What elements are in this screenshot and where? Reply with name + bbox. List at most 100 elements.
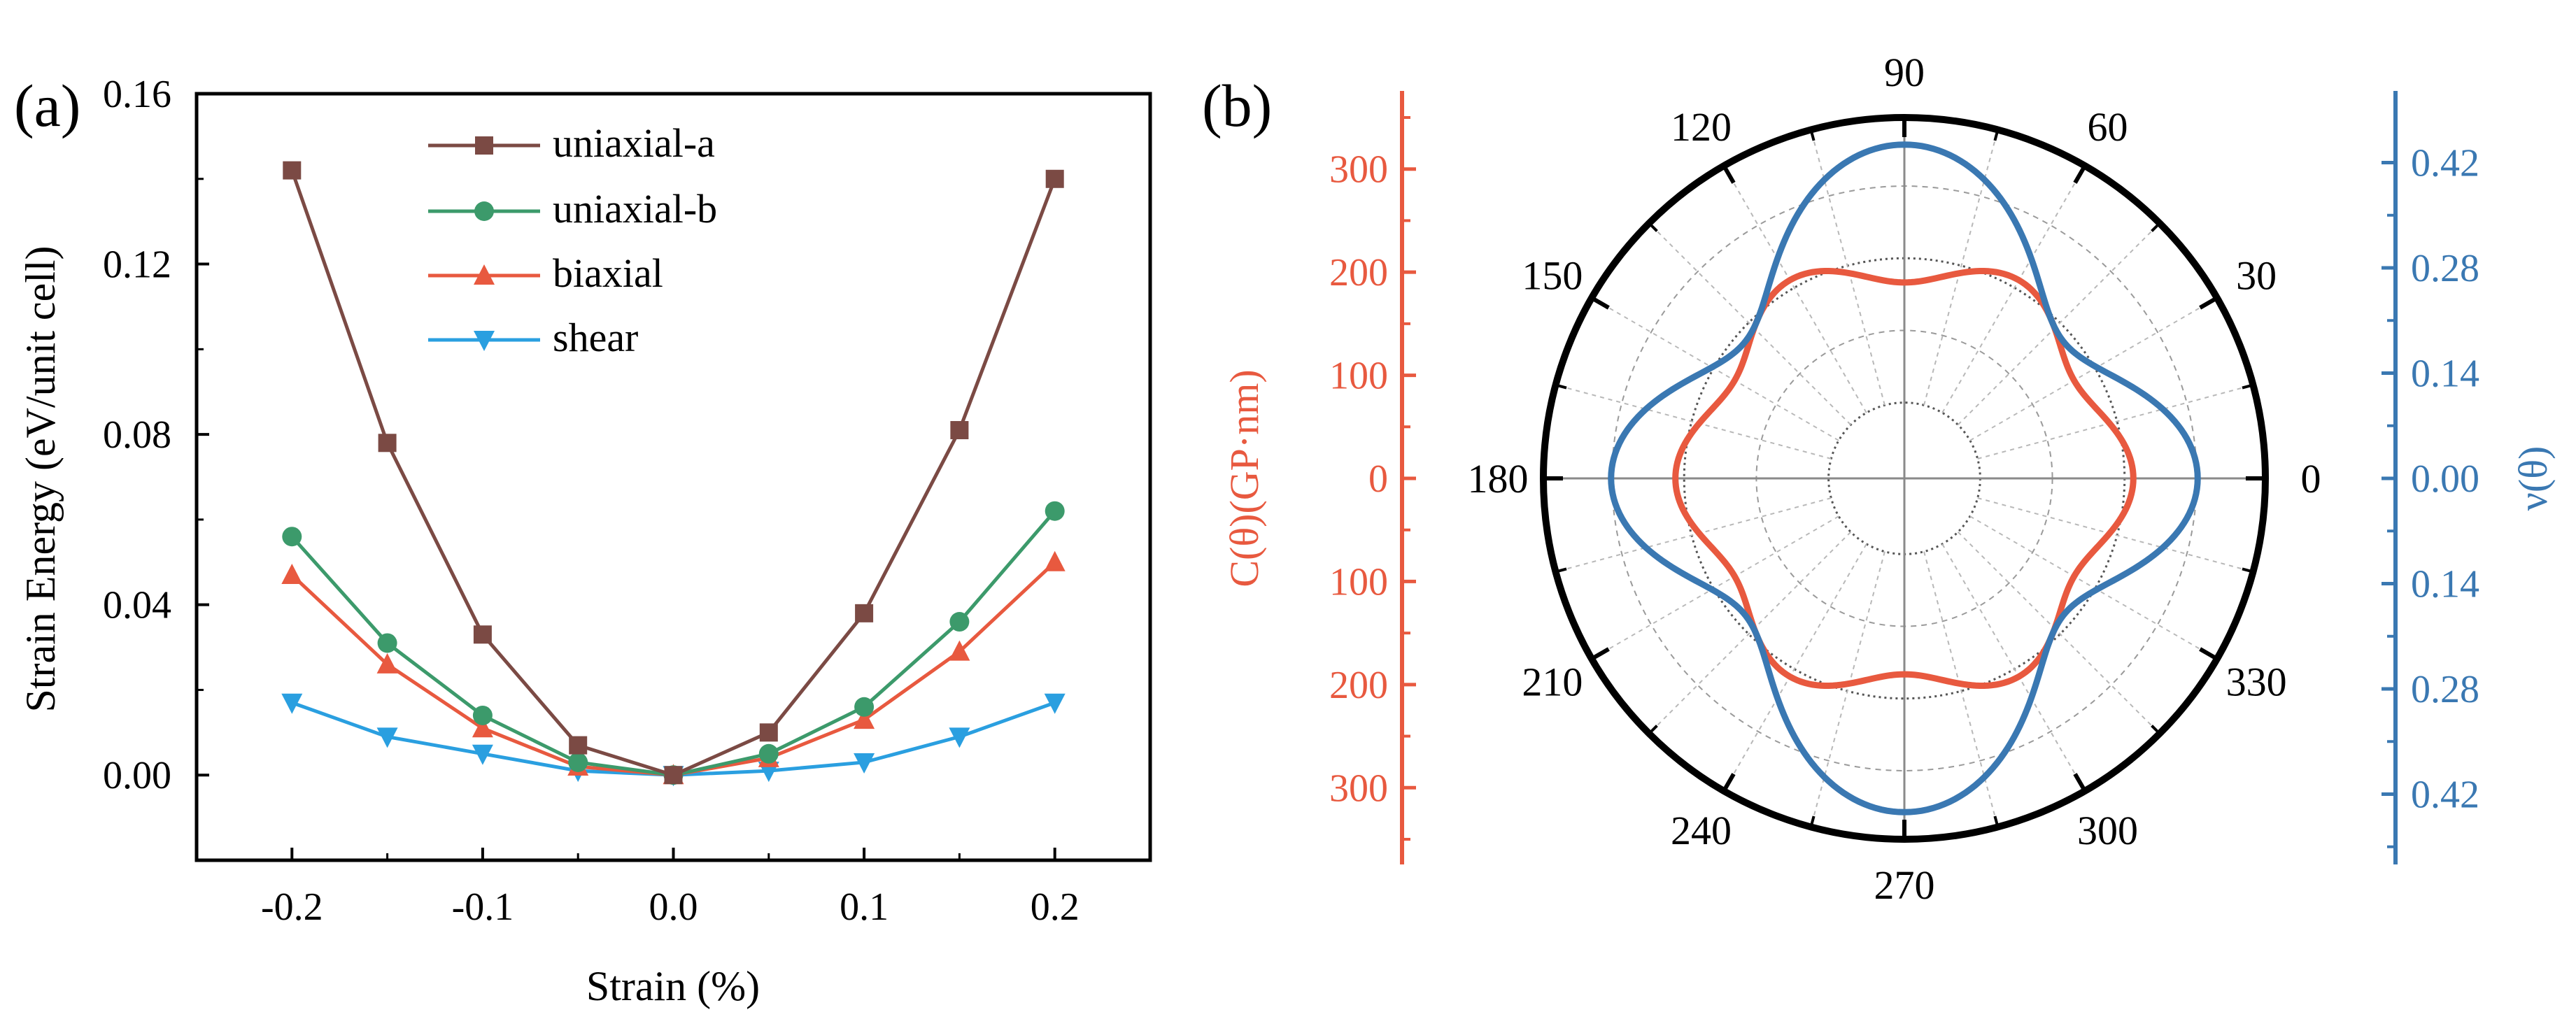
left-axis-tick-labels: 300 200 100 0 100 200 300 (1329, 148, 1388, 811)
panel-a-label: (a) (14, 72, 80, 139)
data-point-shear (281, 693, 303, 714)
polar-outer-tick (2151, 222, 2161, 232)
panel-a-x-tick-labels: -0.2 -0.1 0.0 0.1 0.2 (261, 885, 1080, 929)
data-point-uniaxial-a (283, 161, 302, 180)
left-tick-label: 200 (1329, 664, 1388, 707)
right-tick-label: 0.42 (2411, 774, 2479, 817)
polar-spoke (1977, 384, 2253, 459)
polar-outer-tick (1809, 129, 1816, 141)
angle-label-90: 90 (1884, 50, 1925, 95)
polar-spoke (1977, 497, 2253, 573)
panel-a-x-axis-title: Strain (%) (586, 963, 760, 1009)
data-point-uniaxial-b (854, 697, 875, 717)
left-tick-label: 0 (1368, 457, 1388, 501)
panel-a-y-axis-title: Strain Energy (eV/unit cell) (17, 245, 64, 712)
angle-label-30: 30 (2236, 253, 2277, 299)
left-tick-label: 100 (1329, 355, 1388, 398)
left-axis-title: C(θ)(GP·nm) (1222, 369, 1267, 587)
polar-spoke (1969, 297, 2218, 441)
right-tick-label: 0.42 (2411, 142, 2479, 185)
series-line-c-theta (1672, 268, 2137, 689)
panel-a-legend: uniaxial-a uniaxial-b biaxial shear (428, 120, 717, 360)
data-point-biaxial (1044, 550, 1066, 571)
left-tick-label: 300 (1329, 767, 1388, 810)
legend-label: uniaxial-b (553, 186, 717, 231)
angle-label-240: 240 (1671, 808, 1732, 853)
data-point-shear (1044, 693, 1066, 714)
data-point-uniaxial-a (759, 723, 778, 742)
left-axis-c: 300 200 100 0 100 200 300 C(θ)(GP·nm) (1222, 91, 1416, 864)
polar-outer-tick (1590, 296, 1610, 310)
angle-label-300: 300 (2077, 808, 2138, 853)
angle-label-180: 180 (1468, 456, 1529, 501)
polar-outer-tick (1722, 164, 1736, 184)
left-tick-label: 300 (1329, 148, 1388, 192)
polar-grid (1543, 117, 2265, 839)
polar-outer-tick (1590, 647, 1610, 661)
data-point-uniaxial-a (473, 625, 492, 644)
angle-label-150: 150 (1522, 253, 1583, 299)
angle-label-330: 330 (2226, 660, 2287, 705)
data-point-shear (472, 744, 493, 765)
polar-spoke (1941, 165, 2086, 413)
left-tick-label: 100 (1329, 560, 1388, 604)
right-tick-label: 0.28 (2411, 247, 2479, 290)
x-tick-label: -0.2 (261, 885, 323, 929)
data-point-shear (854, 753, 875, 774)
series-line-uniaxial-a (290, 169, 1057, 777)
legend-item-uniaxial-b: uniaxial-b (428, 186, 717, 231)
polar-outer-tick (1648, 222, 1658, 232)
data-point-biaxial (376, 653, 398, 674)
x-tick-label: 0.0 (649, 885, 698, 929)
left-tick-label: 200 (1329, 251, 1388, 294)
polar-spoke (1648, 222, 1852, 426)
polar-spoke (1810, 551, 1885, 827)
polar-outer-tick (1648, 725, 1658, 735)
legend-item-uniaxial-a: uniaxial-a (428, 120, 715, 166)
data-point-uniaxial-a (1045, 169, 1064, 188)
polar-spoke (1923, 129, 1999, 406)
data-point-uniaxial-b (949, 612, 970, 632)
data-point-uniaxial-a (664, 766, 683, 785)
y-tick-label: 0.08 (103, 413, 171, 457)
right-tick-label: 0.00 (2411, 457, 2479, 501)
panel-b: (b) 0 30 60 90 120 150 180 210 240 270 3… (1202, 50, 2556, 908)
polar-outer-tick (2073, 164, 2087, 184)
data-point-shear (376, 727, 398, 748)
polar-spoke (1723, 165, 1867, 413)
data-point-uniaxial-a (569, 736, 588, 755)
polar-spoke (1957, 222, 2160, 426)
legend-symbol (474, 201, 494, 221)
y-tick-label: 0.16 (103, 73, 171, 116)
legend-marker (428, 136, 540, 155)
polar-outer-tick (2242, 567, 2253, 573)
polar-outer-tick (1555, 383, 1567, 390)
polar-outer-tick (2073, 773, 2087, 792)
angle-label-270: 270 (1874, 862, 1935, 908)
right-tick-label: 0.14 (2411, 563, 2479, 606)
data-point-uniaxial-b (758, 743, 779, 764)
legend-marker (428, 331, 540, 351)
panel-a-y-tick-labels: 0.00 0.04 0.08 0.12 0.16 (103, 73, 171, 797)
right-axis-title: ν(θ) (2510, 446, 2556, 511)
series-line-nu-theta (1608, 141, 2201, 815)
legend-item-shear: shear (428, 315, 638, 360)
polar-outer-tick (1993, 815, 2000, 827)
legend-label: shear (553, 315, 638, 360)
panel-a-ticks (195, 92, 1152, 862)
data-point-uniaxial-b (282, 527, 302, 547)
polar-spoke (1969, 515, 2218, 660)
right-axis-nu: 0.42 0.28 0.14 0.00 0.14 0.28 0.42 ν(θ) (2382, 91, 2556, 864)
polar-angle-labels: 0 30 60 90 120 150 180 210 240 270 300 3… (1468, 50, 2321, 908)
polar-outer-tick (1722, 773, 1736, 792)
angle-label-120: 120 (1671, 104, 1732, 150)
left-axis-ticks (1402, 116, 1416, 841)
polar-spoke (1723, 543, 1867, 792)
data-point-uniaxial-b (377, 633, 397, 653)
series-biaxial (281, 550, 1066, 785)
y-tick-label: 0.12 (103, 243, 171, 287)
polar-outer-tick (1993, 129, 2000, 141)
right-axis-ticks (2382, 161, 2395, 848)
panel-a-series (281, 161, 1066, 787)
